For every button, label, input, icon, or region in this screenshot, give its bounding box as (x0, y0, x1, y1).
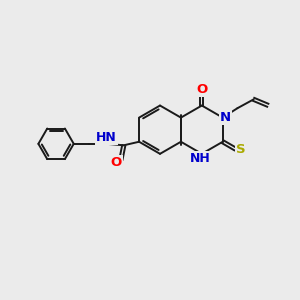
Text: O: O (196, 83, 208, 96)
Text: NH: NH (190, 152, 211, 165)
Text: S: S (236, 142, 246, 156)
Text: N: N (220, 110, 231, 124)
Text: HN: HN (96, 131, 117, 144)
Text: O: O (111, 156, 122, 169)
